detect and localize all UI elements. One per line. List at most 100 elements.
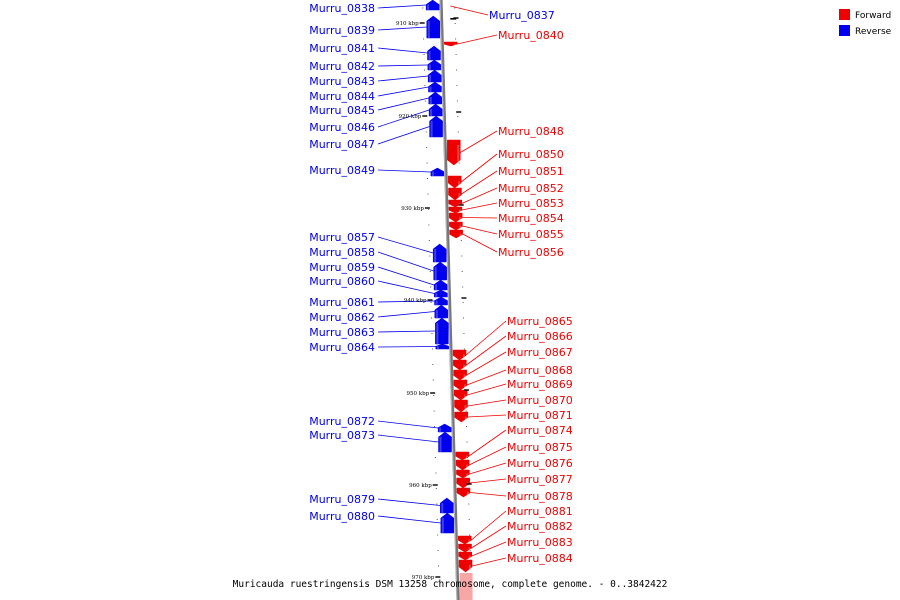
reverse-gene-leader [377, 420, 439, 429]
gene-shade [435, 293, 438, 297]
gene-shade [436, 323, 439, 344]
gene-shade [454, 43, 457, 46]
tick-label: 970 kbp [412, 575, 435, 581]
forward-gene-arrow [448, 199, 463, 208]
forward-gene-arrow [456, 487, 471, 498]
forward-gene-label: Murru_0856 [498, 246, 564, 259]
forward-gene-arrow [458, 543, 472, 553]
reverse-gene-leader [377, 126, 430, 145]
reverse-gene-arrow [433, 261, 447, 281]
forward-gene-arrow [448, 206, 463, 214]
reverse-gene-label: Murru_0880 [309, 510, 375, 523]
gene-shade [466, 464, 469, 470]
reverse-gene-label: Murru_0841 [309, 42, 375, 55]
legend: Forward Reverse [839, 9, 892, 37]
forward-gene-leader [461, 187, 498, 204]
forward-gene-label: Murru_0868 [507, 364, 573, 377]
forward-gene-leader [466, 369, 507, 386]
forward-gene-label: Murru_0851 [498, 165, 564, 178]
forward-gene-arrow [458, 535, 472, 545]
forward-gene-label: Murru_0877 [507, 473, 573, 486]
forward-gene-label: Murru_0876 [507, 457, 573, 470]
gene-shade [427, 4, 430, 10]
forward-gene-label: Murru_0848 [498, 125, 564, 138]
forward-gene-arrow [453, 369, 467, 381]
forward-gene-arrow [452, 349, 467, 361]
forward-gene-label: Murru_0875 [507, 441, 573, 454]
tick-label: 920 kbp [399, 114, 422, 120]
forward-gene-label: Murru_0871 [507, 409, 573, 422]
reverse-gene-label: Murru_0842 [309, 60, 375, 73]
reverse-gene-arrow [427, 45, 441, 61]
forward-gene-leader [469, 462, 507, 475]
gene-shade [459, 217, 462, 222]
forward-gene-label: Murru_0882 [507, 520, 573, 533]
gene-shade [434, 249, 437, 262]
reverse-gene-leader [377, 311, 435, 318]
forward-gene-leader [467, 383, 507, 396]
gene-shade [436, 346, 439, 349]
forward-gene-leader [461, 170, 498, 195]
reverse-gene-label: Murru_0858 [309, 246, 375, 259]
forward-gene-label: Murru_0874 [507, 424, 573, 437]
reverse-gene-label: Murru_0857 [309, 231, 375, 244]
forward-gene-label: Murru_0869 [507, 378, 573, 391]
forward-gene-leader [468, 446, 507, 466]
reverse-gene-arrow [438, 431, 452, 453]
reverse-gene-leader [377, 109, 430, 128]
forward-gene-arrow [458, 559, 473, 573]
reverse-gene-leader [377, 236, 434, 254]
reverse-gene-arrow [428, 81, 442, 93]
gene-shade [429, 86, 432, 92]
forward-gene-leader [462, 233, 498, 253]
reverse-gene-arrow [434, 289, 448, 298]
genome-axis [439, 0, 460, 600]
gene-shade [458, 181, 461, 188]
tick-label: 930 kbp [401, 206, 424, 212]
reverse-gene-leader [377, 64, 428, 67]
forward-gene-label: Murru_0850 [498, 148, 564, 161]
forward-gene-arrow-faded [459, 573, 473, 600]
reverse-gene-arrow [429, 115, 443, 138]
gene-shade [464, 416, 467, 422]
gene-shade [435, 284, 438, 290]
reverse-gene-leader [377, 434, 439, 443]
gene-shade [468, 539, 471, 544]
forward-gene-label: Murru_0884 [507, 552, 573, 565]
forward-gene-label: Murru_0837 [489, 9, 555, 22]
genome-caption: Muricauda ruestringensis DSM 13258 chrom… [233, 579, 668, 590]
gene-shade [428, 64, 431, 70]
reverse-gene-arrow [437, 423, 452, 433]
reverse-gene-label: Murru_0873 [309, 429, 375, 442]
reverse-gene-leader [377, 47, 428, 54]
forward-gene-leader [469, 478, 507, 484]
gene-shade [463, 354, 466, 360]
forward-gene-leader [467, 399, 507, 407]
forward-gene-arrow [458, 551, 473, 561]
reverse-gene-label: Murru_0862 [309, 311, 375, 324]
forward-gene-arrow [456, 477, 470, 489]
reverse-gene-arrow [430, 167, 445, 177]
forward-gene-label: Murru_0883 [507, 536, 573, 549]
reverse-gene-label: Murru_0843 [309, 75, 375, 88]
forward-gene-leader [460, 130, 498, 153]
reverse-gene-label: Murru_0872 [309, 415, 375, 428]
gene-layer [425, 0, 473, 600]
legend-reverse-swatch [839, 25, 850, 36]
forward-gene-leader [471, 541, 507, 557]
tick-label: 960 kbp [409, 483, 432, 489]
forward-gene-arrow [454, 399, 468, 413]
forward-gene-arrow [456, 469, 470, 479]
reverse-gene-label: Murru_0845 [309, 104, 375, 117]
gene-shade [430, 109, 433, 116]
forward-gene-arrow [453, 359, 467, 371]
gene-shade [468, 547, 471, 552]
reverse-gene-leader [377, 169, 431, 173]
reverse-gene-label: Murru_0859 [309, 261, 375, 274]
forward-gene-label: Murru_0855 [498, 228, 564, 241]
forward-gene-arrow [448, 187, 462, 201]
gene-shade [431, 171, 434, 176]
legend-reverse-label: Reverse [855, 27, 892, 37]
gene-shade [435, 300, 438, 305]
gene-shade [428, 51, 431, 60]
